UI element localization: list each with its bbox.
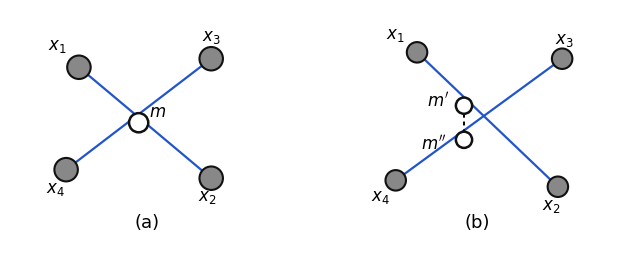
Text: $m'$: $m'$	[428, 92, 449, 111]
Text: (a): (a)	[134, 214, 160, 232]
Text: $m$: $m$	[149, 103, 166, 121]
Text: $x_4$: $x_4$	[46, 180, 65, 198]
Circle shape	[67, 56, 91, 79]
Text: $m''$: $m''$	[422, 135, 447, 154]
Text: (b): (b)	[464, 214, 490, 232]
Text: $x_3$: $x_3$	[555, 30, 573, 49]
Circle shape	[54, 158, 78, 181]
Circle shape	[456, 132, 472, 148]
Text: $x_1$: $x_1$	[48, 37, 67, 55]
Text: $x_1$: $x_1$	[387, 26, 405, 44]
Text: $x_2$: $x_2$	[542, 197, 561, 215]
Circle shape	[548, 177, 568, 197]
Text: $x_3$: $x_3$	[202, 28, 221, 46]
Circle shape	[200, 47, 223, 70]
Circle shape	[552, 49, 572, 69]
Text: $x_2$: $x_2$	[198, 188, 216, 207]
Circle shape	[200, 166, 223, 190]
Text: $x_4$: $x_4$	[371, 188, 390, 207]
Circle shape	[407, 42, 428, 62]
Circle shape	[385, 170, 406, 190]
Circle shape	[129, 113, 148, 132]
Circle shape	[456, 98, 472, 114]
